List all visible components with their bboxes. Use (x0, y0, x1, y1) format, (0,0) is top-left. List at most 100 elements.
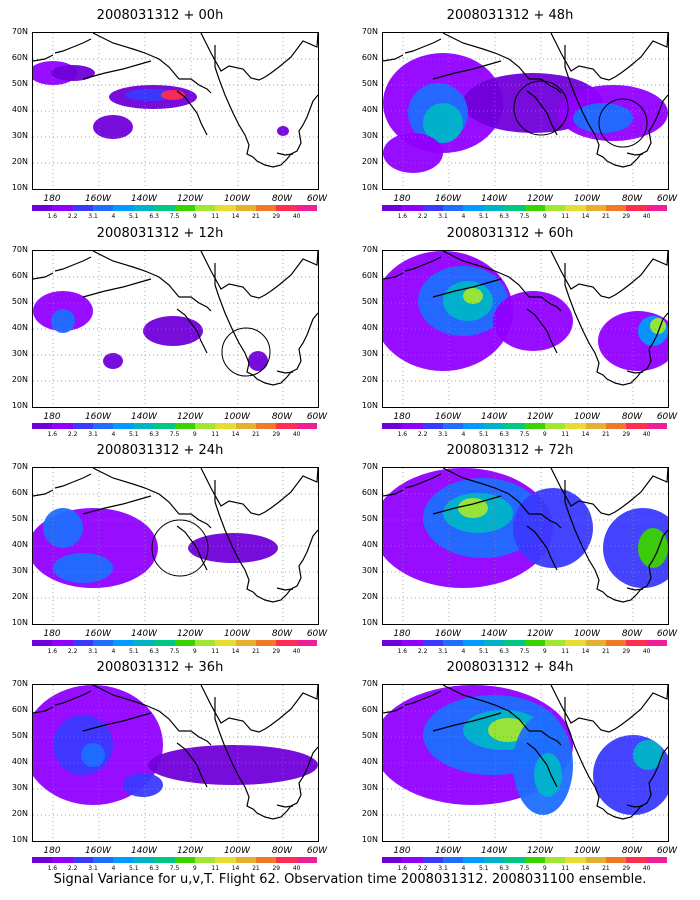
colorbar-label: 4 (461, 431, 466, 438)
coastline (276, 587, 294, 591)
colorbar-label: 1.6 (47, 648, 58, 655)
lon-tick-label: 140W (130, 629, 158, 639)
coastline (176, 525, 208, 571)
colorbar-label: 9 (542, 865, 547, 872)
colorbar-label: 6.3 (149, 648, 159, 655)
lat-tick-label: 50N (361, 79, 378, 88)
coastline (276, 804, 294, 808)
colorbar-swatch (646, 423, 668, 429)
panel-title: 2008031312 + 12h (96, 226, 224, 241)
colorbar-label: 1.6 (47, 213, 58, 220)
colorbar-swatch (382, 857, 403, 863)
colorbar-swatch (463, 640, 484, 646)
colorbar-swatch (544, 640, 566, 646)
colorbar-swatch (32, 205, 53, 211)
variance-region (53, 715, 113, 775)
colorbar-swatch (402, 205, 423, 211)
colorbar-label: 29 (272, 865, 281, 872)
colorbar-label: 21 (602, 648, 610, 655)
colorbar-swatch (276, 640, 297, 646)
coastline (200, 685, 318, 733)
coastline (179, 296, 212, 312)
colorbar-swatch (382, 423, 403, 429)
coastline (432, 712, 502, 732)
colorbar-swatch (422, 640, 444, 646)
colorbar-swatch (113, 857, 134, 863)
coastline (54, 256, 92, 272)
colorbar-swatch (276, 423, 297, 429)
colorbar-label: 2.2 (417, 213, 428, 220)
colorbar-swatch (52, 423, 73, 429)
colorbar-swatch (605, 640, 627, 646)
colorbar-label: 40 (642, 213, 651, 220)
colorbar-label: 21 (602, 213, 610, 220)
colorbar-swatch (215, 640, 236, 646)
lat-tick-label: 40N (11, 105, 28, 114)
lon-tick-label: 120W (526, 412, 554, 422)
lon-tick-label: 160W (84, 629, 112, 639)
lat-tick-label: 20N (361, 157, 378, 166)
colorbar-label: 11 (561, 431, 570, 438)
colorbar-swatch (296, 857, 318, 863)
coastline (529, 296, 562, 312)
lat-tick-label: 70N (361, 27, 378, 36)
variance-region (493, 291, 573, 351)
coastline (92, 685, 180, 732)
lon-tick-label: 60W (656, 846, 678, 856)
lon-tick-label: 160W (434, 194, 462, 204)
coastline (200, 468, 318, 516)
observation-circle (513, 80, 569, 136)
lat-tick-label: 50N (361, 514, 378, 523)
lat-tick-label: 20N (11, 375, 28, 384)
coastline (383, 54, 404, 62)
colorbar-label: 1.6 (47, 865, 58, 872)
colorbar-swatch (194, 857, 216, 863)
lat-tick-label: 20N (361, 375, 378, 384)
coastline (92, 33, 180, 80)
colorbar-label: 6.3 (499, 648, 509, 655)
colorbar-swatch (585, 640, 606, 646)
colorbar-label: 1.6 (47, 431, 58, 438)
coastline (82, 278, 152, 298)
lon-tick-label: 160W (434, 846, 462, 856)
lon-tick-label: 60W (656, 194, 678, 204)
map-panel: 2008031312 + 24h 70N 60N 50N 40N 30N 20N 10N 180… (0, 443, 327, 655)
lon-tick-label: 100W (223, 629, 251, 639)
colorbar-swatch (585, 423, 606, 429)
lon-tick-label: 100W (573, 412, 601, 422)
colorbar-swatch (113, 205, 134, 211)
colorbar-label: 1.6 (397, 865, 408, 872)
map-panel: 2008031312 + 00h 70N 60N 50N 40N 30N 20N 10N 180… (0, 8, 327, 220)
colorbar-label: 14 (231, 431, 240, 438)
coastline (383, 272, 404, 280)
colorbar-swatch (565, 857, 586, 863)
colorbar-swatch (565, 423, 586, 429)
colorbar-swatch (52, 640, 73, 646)
colorbar-label: 7.5 (169, 213, 180, 220)
colorbar-swatch (605, 205, 627, 211)
colorbar-swatch (113, 423, 134, 429)
colorbar-label: 14 (581, 431, 590, 438)
coastline (432, 278, 502, 298)
lat-tick-label: 60N (361, 488, 378, 497)
map-panel: 2008031312 + 48h 70N 60N 50N 40N 30N 20N 10N 180… (350, 8, 677, 220)
colorbar-label: 21 (252, 865, 260, 872)
lon-tick-label: 60W (656, 629, 678, 639)
colorbar-swatch (255, 857, 277, 863)
lat-tick-label: 70N (11, 462, 28, 471)
colorbar-swatch (504, 423, 525, 429)
colorbar-swatch (626, 640, 647, 646)
coastline (564, 263, 668, 386)
lat-tick-label: 20N (11, 809, 28, 818)
colorbar-swatch (235, 205, 256, 211)
panel-title: 2008031312 + 48h (446, 8, 574, 23)
colorbar-swatch (255, 640, 277, 646)
coastline (626, 152, 644, 156)
map-area (32, 684, 319, 842)
coastline (214, 263, 318, 386)
colorbar-swatch (382, 640, 403, 646)
coastline (176, 742, 208, 788)
colorbar-label: 29 (272, 431, 281, 438)
variance-region (81, 743, 105, 767)
lon-tick-label: 80W (271, 846, 293, 856)
